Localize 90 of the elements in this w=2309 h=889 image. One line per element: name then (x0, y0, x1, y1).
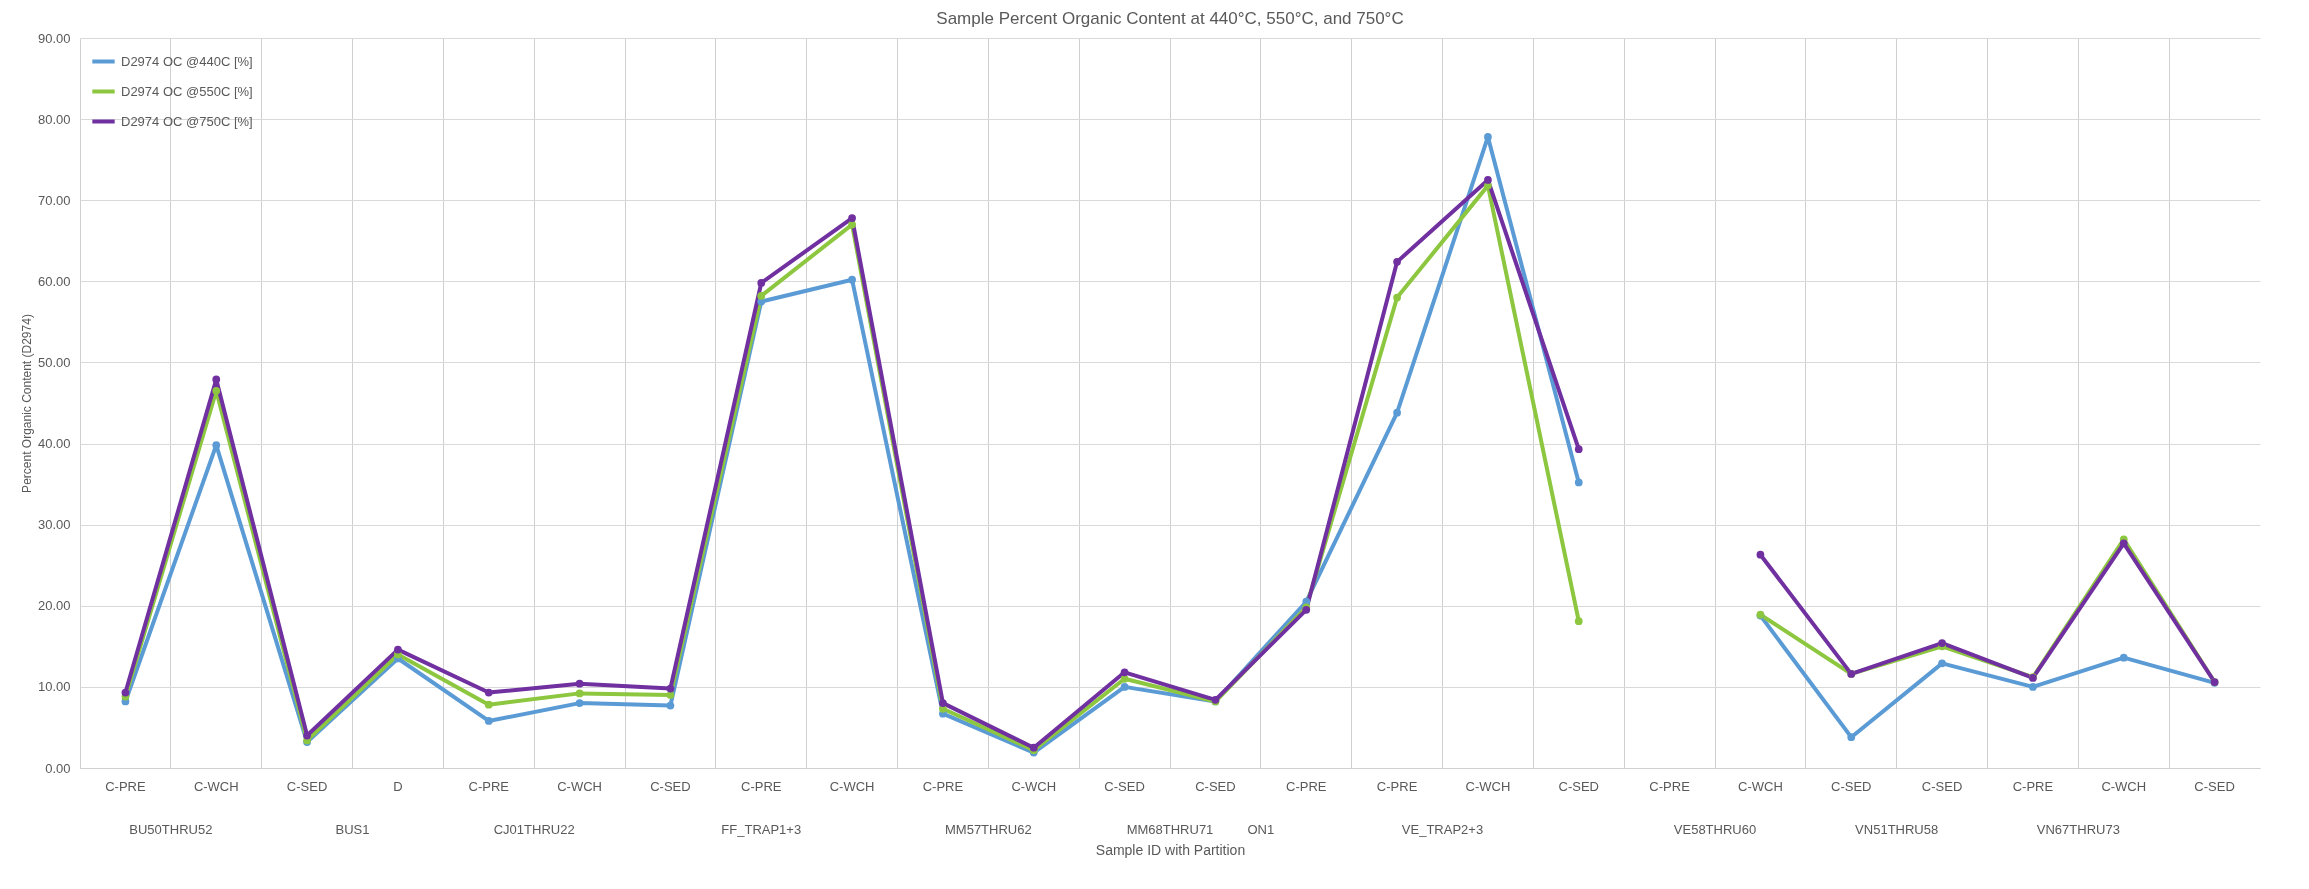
x-tick-label: C-SED (2194, 778, 2235, 794)
x-tick-label: C-WCH (557, 778, 602, 794)
point (757, 292, 766, 300)
point (1393, 408, 1401, 417)
x-tick-label: C-WCH (2101, 778, 2147, 794)
point (484, 700, 493, 709)
point (848, 275, 856, 284)
x-tick-label: C-PRE (105, 778, 146, 794)
legend-label: D2974 OC @750C [%] (121, 113, 253, 129)
point (484, 717, 493, 725)
point (2119, 539, 2128, 548)
x-tick-label: C-SED (1104, 778, 1145, 794)
text: MM68THRU71 (1126, 822, 1214, 837)
legend-label: D2974 OC @550C [%] (121, 83, 253, 99)
y-tick-label: 50.00 (37, 354, 71, 370)
point (1847, 733, 1856, 742)
text: VE_TRAP2+3 (1401, 822, 1484, 837)
point (121, 688, 130, 697)
point (212, 375, 221, 384)
point (757, 279, 766, 287)
x-tick-label: C-WCH (1465, 778, 1511, 794)
point (1484, 176, 1492, 184)
y-tick-label: 30.00 (37, 517, 71, 533)
point (666, 691, 675, 699)
point (1574, 478, 1583, 487)
x-tick-label: C-PRE (1649, 778, 1691, 794)
point (575, 689, 584, 698)
point (1393, 258, 1401, 266)
text: VE58THRU60 (1673, 822, 1757, 837)
point (666, 701, 675, 710)
point (1120, 683, 1129, 691)
x-tick-label: C-SED (1558, 778, 1599, 794)
point (848, 214, 856, 222)
point (1484, 133, 1492, 141)
x-tick-label: C-WCH (1738, 778, 1783, 794)
text: BUS1 (335, 822, 370, 837)
y-tick-label: 40.00 (37, 436, 71, 452)
text: CJ01THRU22 (493, 822, 575, 837)
legend-label: D2974 OC @440C [%] (121, 53, 253, 69)
x-tick-label: C-SED (286, 778, 328, 794)
point (575, 679, 584, 688)
y-tick-label: 70.00 (37, 192, 71, 208)
point (1120, 668, 1129, 677)
text: VN51THRU58 (1855, 822, 1939, 837)
x-tick-label: C-PRE (1286, 778, 1327, 794)
y-tick-label: 0.00 (45, 760, 71, 776)
y-tick-label: 80.00 (37, 111, 71, 127)
x-axis-title: Sample ID with Partition (1095, 841, 1246, 858)
x-tick-label: C-PRE (1376, 778, 1418, 794)
point (212, 441, 221, 450)
point (212, 386, 221, 395)
text: VN67THRU73 (2036, 822, 2120, 837)
x-tick-label: C-PRE (2012, 778, 2054, 794)
point (1574, 445, 1583, 454)
x-tick-label: C-PRE (922, 778, 964, 794)
y-tick-label: 10.00 (37, 679, 71, 695)
x-tick-label: C-SED (650, 778, 691, 794)
y-axis-title: Percent Organic Content (D2974) (19, 314, 34, 493)
x-tick-label: C-SED (1195, 778, 1236, 794)
point (575, 699, 584, 707)
point (1574, 617, 1583, 626)
point (394, 645, 402, 654)
point (1120, 674, 1129, 683)
point (2029, 683, 2037, 691)
point (484, 688, 493, 697)
point (2119, 653, 2128, 662)
point (1756, 550, 1765, 559)
point (1938, 659, 1946, 668)
text: BU50THRU52 (129, 822, 213, 837)
point (666, 684, 675, 693)
y-tick-label: 90.00 (37, 30, 71, 46)
text: MM57THRU62 (944, 822, 1032, 837)
point (939, 699, 947, 707)
x-tick-label: C-WCH (829, 778, 875, 794)
x-tick-label: D (393, 778, 403, 794)
x-tick-label: C-WCH (193, 778, 239, 794)
x-tick-label: C-SED (1921, 778, 1963, 794)
x-tick-label: C-PRE (468, 778, 510, 794)
x-tick-label: C-WCH (1011, 778, 1057, 794)
x-tick-label: C-PRE (741, 778, 782, 794)
chart-title: Sample Percent Organic Content at 440°C, 550°C, and 750°C (936, 9, 1404, 28)
point (303, 731, 311, 740)
y-tick-label: 20.00 (37, 598, 71, 614)
point (848, 220, 856, 229)
x-tick-label: C-SED (1831, 778, 1872, 794)
text: FF_TRAP1+3 (721, 822, 802, 837)
point (1938, 639, 1946, 647)
point (1393, 293, 1401, 302)
text: ON1 (1247, 822, 1275, 837)
y-tick-label: 60.00 (37, 273, 71, 289)
